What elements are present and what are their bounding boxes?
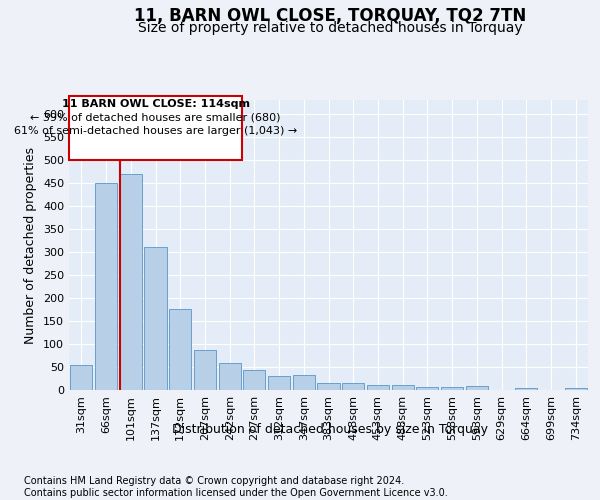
- Bar: [243, 370, 265, 390]
- Text: 11 BARN OWL CLOSE: 114sqm: 11 BARN OWL CLOSE: 114sqm: [62, 99, 250, 109]
- Bar: [515, 388, 538, 390]
- Bar: [416, 387, 439, 390]
- Bar: [565, 388, 587, 390]
- Y-axis label: Number of detached properties: Number of detached properties: [25, 146, 37, 344]
- Bar: [293, 376, 315, 390]
- Text: ← 39% of detached houses are smaller (680): ← 39% of detached houses are smaller (68…: [30, 113, 281, 123]
- Bar: [218, 364, 241, 390]
- Text: 61% of semi-detached houses are larger (1,043) →: 61% of semi-detached houses are larger (…: [14, 126, 297, 136]
- Bar: [145, 248, 167, 390]
- Bar: [119, 174, 142, 390]
- Text: Distribution of detached houses by size in Torquay: Distribution of detached houses by size …: [172, 422, 488, 436]
- Bar: [392, 386, 414, 390]
- Bar: [367, 386, 389, 390]
- Text: 11, BARN OWL CLOSE, TORQUAY, TQ2 7TN: 11, BARN OWL CLOSE, TORQUAY, TQ2 7TN: [134, 8, 526, 26]
- Text: Size of property relative to detached houses in Torquay: Size of property relative to detached ho…: [137, 21, 523, 35]
- Bar: [194, 350, 216, 390]
- Text: Contains public sector information licensed under the Open Government Licence v3: Contains public sector information licen…: [24, 488, 448, 498]
- Bar: [441, 387, 463, 390]
- Bar: [317, 383, 340, 390]
- Bar: [169, 310, 191, 390]
- Bar: [466, 386, 488, 390]
- Bar: [95, 183, 117, 390]
- Bar: [342, 383, 364, 390]
- Bar: [70, 365, 92, 390]
- Bar: [268, 376, 290, 390]
- Text: Contains HM Land Registry data © Crown copyright and database right 2024.: Contains HM Land Registry data © Crown c…: [24, 476, 404, 486]
